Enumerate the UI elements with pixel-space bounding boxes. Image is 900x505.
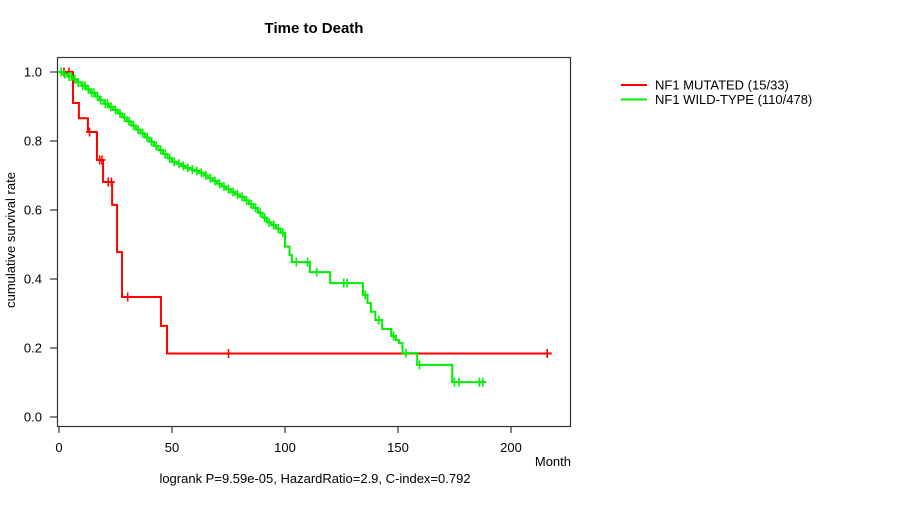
x-axis-title: Month xyxy=(535,454,571,469)
chart-title: Time to Death xyxy=(265,20,364,37)
y-axis-tick-label: 0.0 xyxy=(24,410,42,425)
curves-layer xyxy=(57,67,552,387)
y-axis-title: cumulative survival rate xyxy=(3,172,18,308)
y-axis-tick-label: 0.2 xyxy=(24,341,42,356)
y-axis-tick-label: 0.4 xyxy=(24,272,42,287)
legend: NF1 MUTATED (15/33) NF1 WILD-TYPE (110/4… xyxy=(621,78,812,107)
censor-marks-wildtype xyxy=(57,67,487,387)
plot-box xyxy=(56,56,572,428)
stats-annotation: logrank P=9.59e-05, HazardRatio=2.9, C-i… xyxy=(159,471,470,486)
x-axis-tick-label: 150 xyxy=(387,440,409,455)
y-axis-tick-label: 1.0 xyxy=(24,65,42,80)
x-axis-tick-label: 0 xyxy=(55,440,62,455)
x-axis-tick-label: 50 xyxy=(165,440,179,455)
x-axis-tick-label: 100 xyxy=(274,440,296,455)
legend-label-wildtype: NF1 WILD-TYPE (110/478) xyxy=(655,92,812,107)
axes-layer: 0 50 100 150 200 0.0 0.2 0.4 0.6 0.8 1.0 xyxy=(24,65,522,456)
y-axis-tick-label: 0.6 xyxy=(24,203,42,218)
legend-label-mutated: NF1 MUTATED (15/33) xyxy=(655,78,789,93)
y-axis-tick-label: 0.8 xyxy=(24,134,42,149)
x-axis-tick-label: 200 xyxy=(500,440,522,455)
